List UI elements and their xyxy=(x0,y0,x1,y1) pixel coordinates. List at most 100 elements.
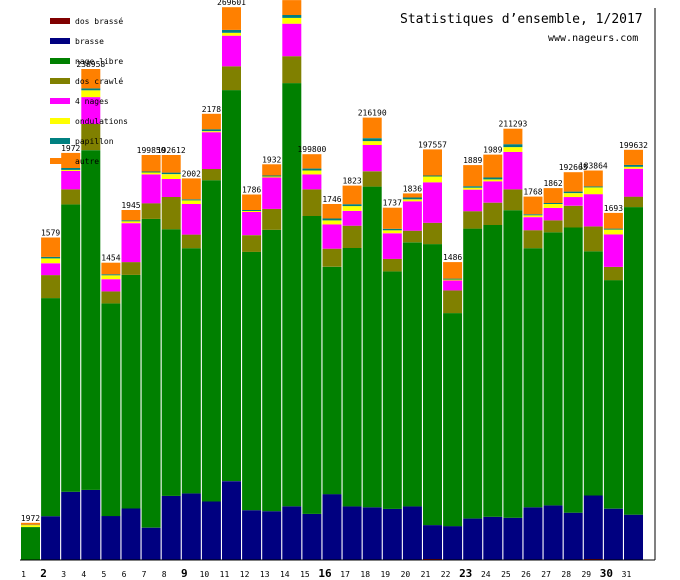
legend-swatch xyxy=(50,158,70,164)
bar-segment xyxy=(543,188,563,203)
bar-segment xyxy=(21,527,40,560)
bar-segment xyxy=(423,222,442,245)
bar-segment xyxy=(423,244,442,526)
x-tick-label: 24 xyxy=(481,570,491,579)
bar-total-label: 269601 xyxy=(217,0,246,7)
legend-label: 4 nages xyxy=(75,97,109,106)
bar-segment xyxy=(242,210,262,211)
bar-segment xyxy=(402,230,422,243)
bar-segment xyxy=(242,510,262,560)
bar-segment xyxy=(141,174,161,204)
bar-segment xyxy=(262,176,282,178)
bar-segment xyxy=(181,234,201,249)
bar-segment xyxy=(523,196,543,215)
bar-segment xyxy=(463,187,483,190)
x-tick-label: 11 xyxy=(220,570,230,579)
bar-segment xyxy=(322,218,342,221)
bar-segment xyxy=(583,170,603,187)
x-tick-label: 6 xyxy=(122,570,127,579)
bar-segment xyxy=(382,508,402,560)
x-tick-label: 29 xyxy=(581,570,591,579)
bar-segment xyxy=(402,197,422,200)
legend-label: nage libre xyxy=(75,57,123,66)
bar-segment xyxy=(583,194,603,227)
bar-segment xyxy=(141,218,161,528)
bar-segment xyxy=(302,216,322,514)
bar-segment xyxy=(503,151,523,190)
bar-segment xyxy=(302,174,322,190)
bar-segment xyxy=(443,279,463,281)
bar-segment xyxy=(603,229,623,235)
bar-total-label: 1823 xyxy=(342,177,361,186)
bar-segment xyxy=(583,186,603,188)
bar-segment xyxy=(342,211,362,226)
bar-segment xyxy=(362,141,382,145)
bar-segment xyxy=(201,501,221,560)
bar-segment xyxy=(624,514,643,560)
x-tick-label: 25 xyxy=(501,570,511,579)
bar-segment xyxy=(543,232,563,506)
bar-segment xyxy=(61,170,81,190)
bar-segment xyxy=(423,176,442,183)
bar-segment xyxy=(523,507,543,560)
bar-segment xyxy=(161,172,181,175)
bar-segment xyxy=(242,251,262,511)
legend: dos brassé brasse nage libre dos crawlé 4 na… xyxy=(50,16,128,166)
bar-segment xyxy=(443,280,463,291)
bar-segment xyxy=(603,228,623,230)
legend-swatch xyxy=(50,118,70,124)
bar-total-label: 1989 xyxy=(483,146,502,155)
bar-segment xyxy=(302,513,322,560)
bar-segment xyxy=(61,189,81,205)
bar-segment xyxy=(282,56,302,84)
bar-segment xyxy=(563,197,583,206)
bar-segment xyxy=(603,212,623,229)
bar-segment xyxy=(81,124,101,151)
bar-segment xyxy=(342,506,362,560)
bar-segment xyxy=(523,214,543,216)
bar-segment xyxy=(161,155,181,173)
chart-title: Statistiques d’ensemble, 1/2017 xyxy=(400,12,643,27)
bar-segment xyxy=(624,166,643,169)
legend-label: brasse xyxy=(75,37,104,46)
bar-segment xyxy=(603,234,623,267)
bar-stacks xyxy=(21,0,643,560)
bar-segment xyxy=(583,251,603,496)
bar-segment xyxy=(543,220,563,233)
bar-segment xyxy=(382,228,402,231)
bar-segment xyxy=(543,204,563,208)
bar-segment xyxy=(121,262,141,275)
bar-segment xyxy=(282,0,302,15)
bar-segment xyxy=(101,291,121,304)
bar-segment xyxy=(402,199,422,202)
bar-segment xyxy=(161,174,181,179)
bar-segment xyxy=(382,230,402,234)
bar-segment xyxy=(181,178,201,200)
bar-segment xyxy=(121,210,141,221)
bar-segment xyxy=(41,237,61,257)
x-tick-label: 30 xyxy=(600,567,613,580)
bar-segment xyxy=(181,493,201,560)
x-tick-label: 5 xyxy=(101,570,106,579)
bar-segment xyxy=(282,15,302,18)
bar-segment xyxy=(161,197,181,230)
x-tick-label: 28 xyxy=(561,570,571,579)
legend-label: dos crawlé xyxy=(75,76,123,86)
bar-segment xyxy=(141,171,161,173)
legend-label: ondulations xyxy=(75,117,128,126)
legend-swatch xyxy=(50,98,70,104)
bar-segment xyxy=(302,189,322,216)
bar-segment xyxy=(242,211,262,236)
bar-segment xyxy=(523,215,543,218)
bar-segment xyxy=(141,172,161,175)
bar-segment xyxy=(201,180,221,502)
bar-segment xyxy=(362,171,382,187)
bar-segment xyxy=(463,518,483,560)
bar-segment xyxy=(61,168,81,170)
bar-segment xyxy=(362,507,382,560)
x-tick-label: 1 xyxy=(21,570,26,579)
bar-segment xyxy=(483,202,503,225)
bar-segment xyxy=(101,516,121,560)
bar-segment xyxy=(262,229,282,512)
bar-segment xyxy=(222,32,241,36)
